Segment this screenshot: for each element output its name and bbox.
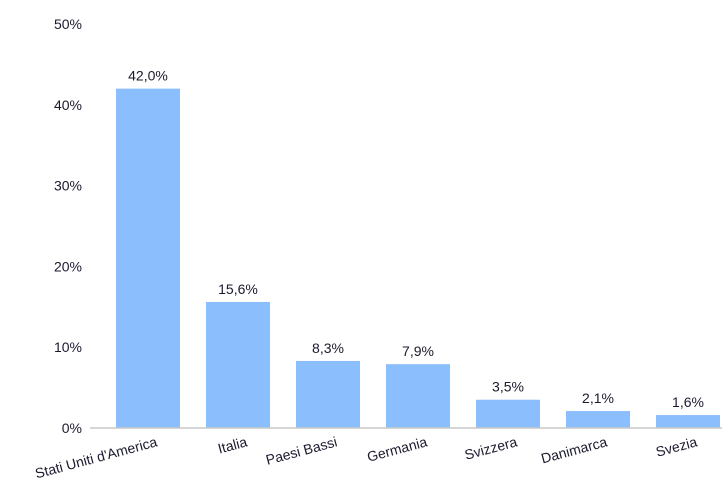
y-tick-label: 50% <box>54 16 82 32</box>
bar <box>566 411 630 428</box>
y-tick-label: 30% <box>54 178 82 194</box>
x-axis: Stati Uniti d'America Italia Paesi Bassi Ge… <box>33 433 699 481</box>
data-label: 7,9% <box>402 343 434 359</box>
data-labels: 42,0% 15,6% 8,3% 7,9% 3,5% 2,1% 1,6% <box>128 68 704 410</box>
x-tick-label: Paesi Bassi <box>264 433 339 467</box>
y-tick-label: 10% <box>54 339 82 355</box>
bar <box>386 364 450 428</box>
x-tick-label: Danimarca <box>539 433 609 466</box>
data-label: 8,3% <box>312 340 344 356</box>
bar <box>476 399 540 428</box>
data-label: 1,6% <box>672 394 704 410</box>
bar <box>206 301 270 428</box>
x-tick-label: Germania <box>365 433 429 464</box>
y-tick-label: 40% <box>54 97 82 113</box>
x-tick-label: Svizzera <box>463 433 519 462</box>
x-tick-label: Stati Uniti d'America <box>33 433 159 481</box>
y-tick-label: 0% <box>62 420 82 436</box>
x-tick-label: Svezia <box>654 433 699 459</box>
bars <box>116 88 720 428</box>
data-label: 15,6% <box>218 281 258 297</box>
data-label: 2,1% <box>582 390 614 406</box>
data-label: 42,0% <box>128 68 168 84</box>
bar <box>296 360 360 428</box>
bar <box>656 415 720 428</box>
x-tick-label: Italia <box>216 433 249 456</box>
y-tick-label: 20% <box>54 258 82 274</box>
bar <box>116 88 180 428</box>
data-label: 3,5% <box>492 379 524 395</box>
y-axis: 0% 10% 20% 30% 40% 50% <box>54 16 82 436</box>
